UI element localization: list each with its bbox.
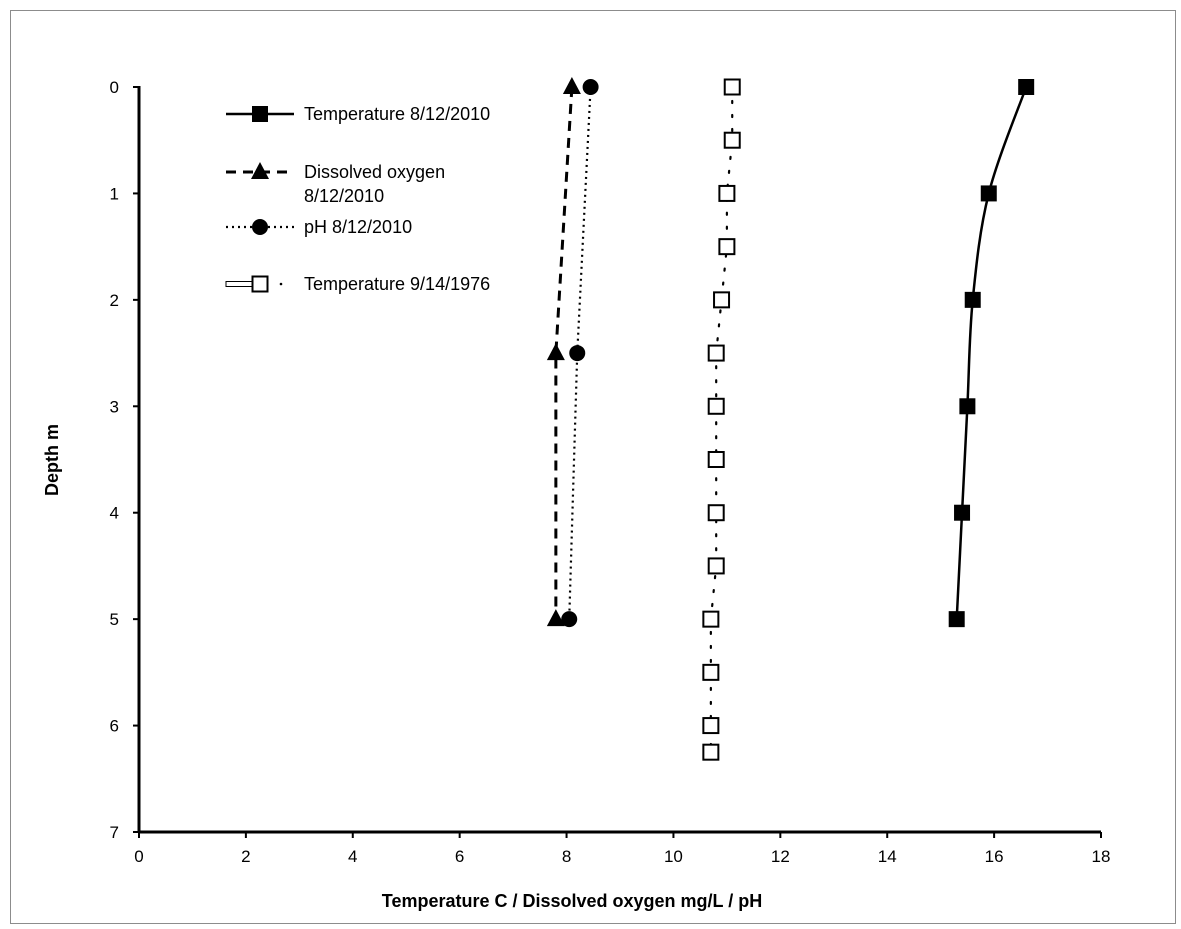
data-point	[546, 609, 565, 627]
x-tick-label: 10	[664, 847, 683, 866]
data-point	[713, 291, 731, 309]
data-point	[707, 344, 725, 362]
series-1	[948, 79, 1035, 628]
legend-entry-1: Temperature 8/12/2010	[226, 104, 490, 124]
data-point	[954, 504, 971, 521]
data-point	[582, 79, 599, 95]
data-point	[707, 557, 725, 575]
legend-label: 8/12/2010	[304, 186, 384, 206]
legend-entry-4: Temperature 9/14/1976	[225, 274, 490, 294]
y-tick-label: 3	[110, 397, 119, 416]
series-line	[955, 86, 1028, 620]
x-tick-label: 18	[1092, 847, 1111, 866]
legend-label: pH 8/12/2010	[304, 217, 412, 237]
series-layer	[546, 77, 1035, 761]
series-3	[561, 79, 599, 628]
data-point	[562, 77, 581, 94]
legend: Temperature 8/12/2010 Dissolved oxygen 8/1…	[225, 104, 490, 294]
y-tick-label: 2	[110, 291, 119, 310]
x-tick-label: 16	[985, 847, 1004, 866]
data-point	[948, 611, 965, 628]
data-point	[561, 611, 578, 628]
y-tick-label: 0	[110, 78, 119, 97]
data-point	[1018, 79, 1035, 95]
series-4	[702, 78, 741, 761]
x-tick-label: 8	[562, 847, 571, 866]
data-point	[702, 663, 720, 681]
x-tick-label: 12	[771, 847, 790, 866]
data-point	[959, 398, 976, 415]
data-point	[702, 743, 720, 761]
legend-entry-3: pH 8/12/2010	[226, 217, 412, 237]
x-tick-label: 14	[878, 847, 897, 866]
x-axis-title: Temperature C / Dissolved oxygen mg/L / …	[382, 891, 762, 911]
y-tick-label: 1	[110, 184, 119, 203]
chart-frame	[10, 10, 1176, 924]
data-point	[718, 238, 736, 256]
data-point	[964, 291, 981, 308]
data-point	[702, 717, 720, 735]
y-axis-title: Depth m	[42, 424, 62, 496]
data-point	[546, 343, 565, 361]
data-point	[569, 345, 586, 362]
y-tick-label: 4	[110, 504, 119, 523]
legend-marker	[251, 275, 269, 293]
data-point	[702, 610, 720, 628]
data-point	[718, 184, 736, 202]
series-2	[546, 77, 581, 627]
data-point	[723, 131, 741, 149]
data-point	[707, 451, 725, 468]
x-tick-label: 2	[241, 847, 250, 866]
legend-label: Temperature 8/12/2010	[304, 104, 490, 124]
y-tick-label: 6	[110, 717, 119, 736]
series-line	[554, 86, 574, 620]
x-tick-label: 0	[134, 847, 143, 866]
y-tick-label: 5	[110, 610, 119, 629]
legend-dot-sample	[279, 282, 283, 286]
legend-marker	[252, 219, 268, 235]
x-tick-label: 4	[348, 847, 357, 866]
legend-line-sample	[225, 281, 254, 287]
data-point	[707, 504, 725, 522]
data-point	[723, 78, 741, 96]
legend-marker	[251, 162, 269, 179]
legend-label: Dissolved oxygen	[304, 162, 445, 182]
y-tick-label: 7	[110, 823, 119, 842]
data-point	[980, 185, 997, 202]
legend-entry-2: Dissolved oxygen 8/12/2010	[226, 162, 445, 206]
data-point	[707, 397, 725, 415]
x-tick-label: 6	[455, 847, 464, 866]
legend-marker	[252, 106, 268, 122]
legend-label: Temperature 9/14/1976	[304, 274, 490, 294]
